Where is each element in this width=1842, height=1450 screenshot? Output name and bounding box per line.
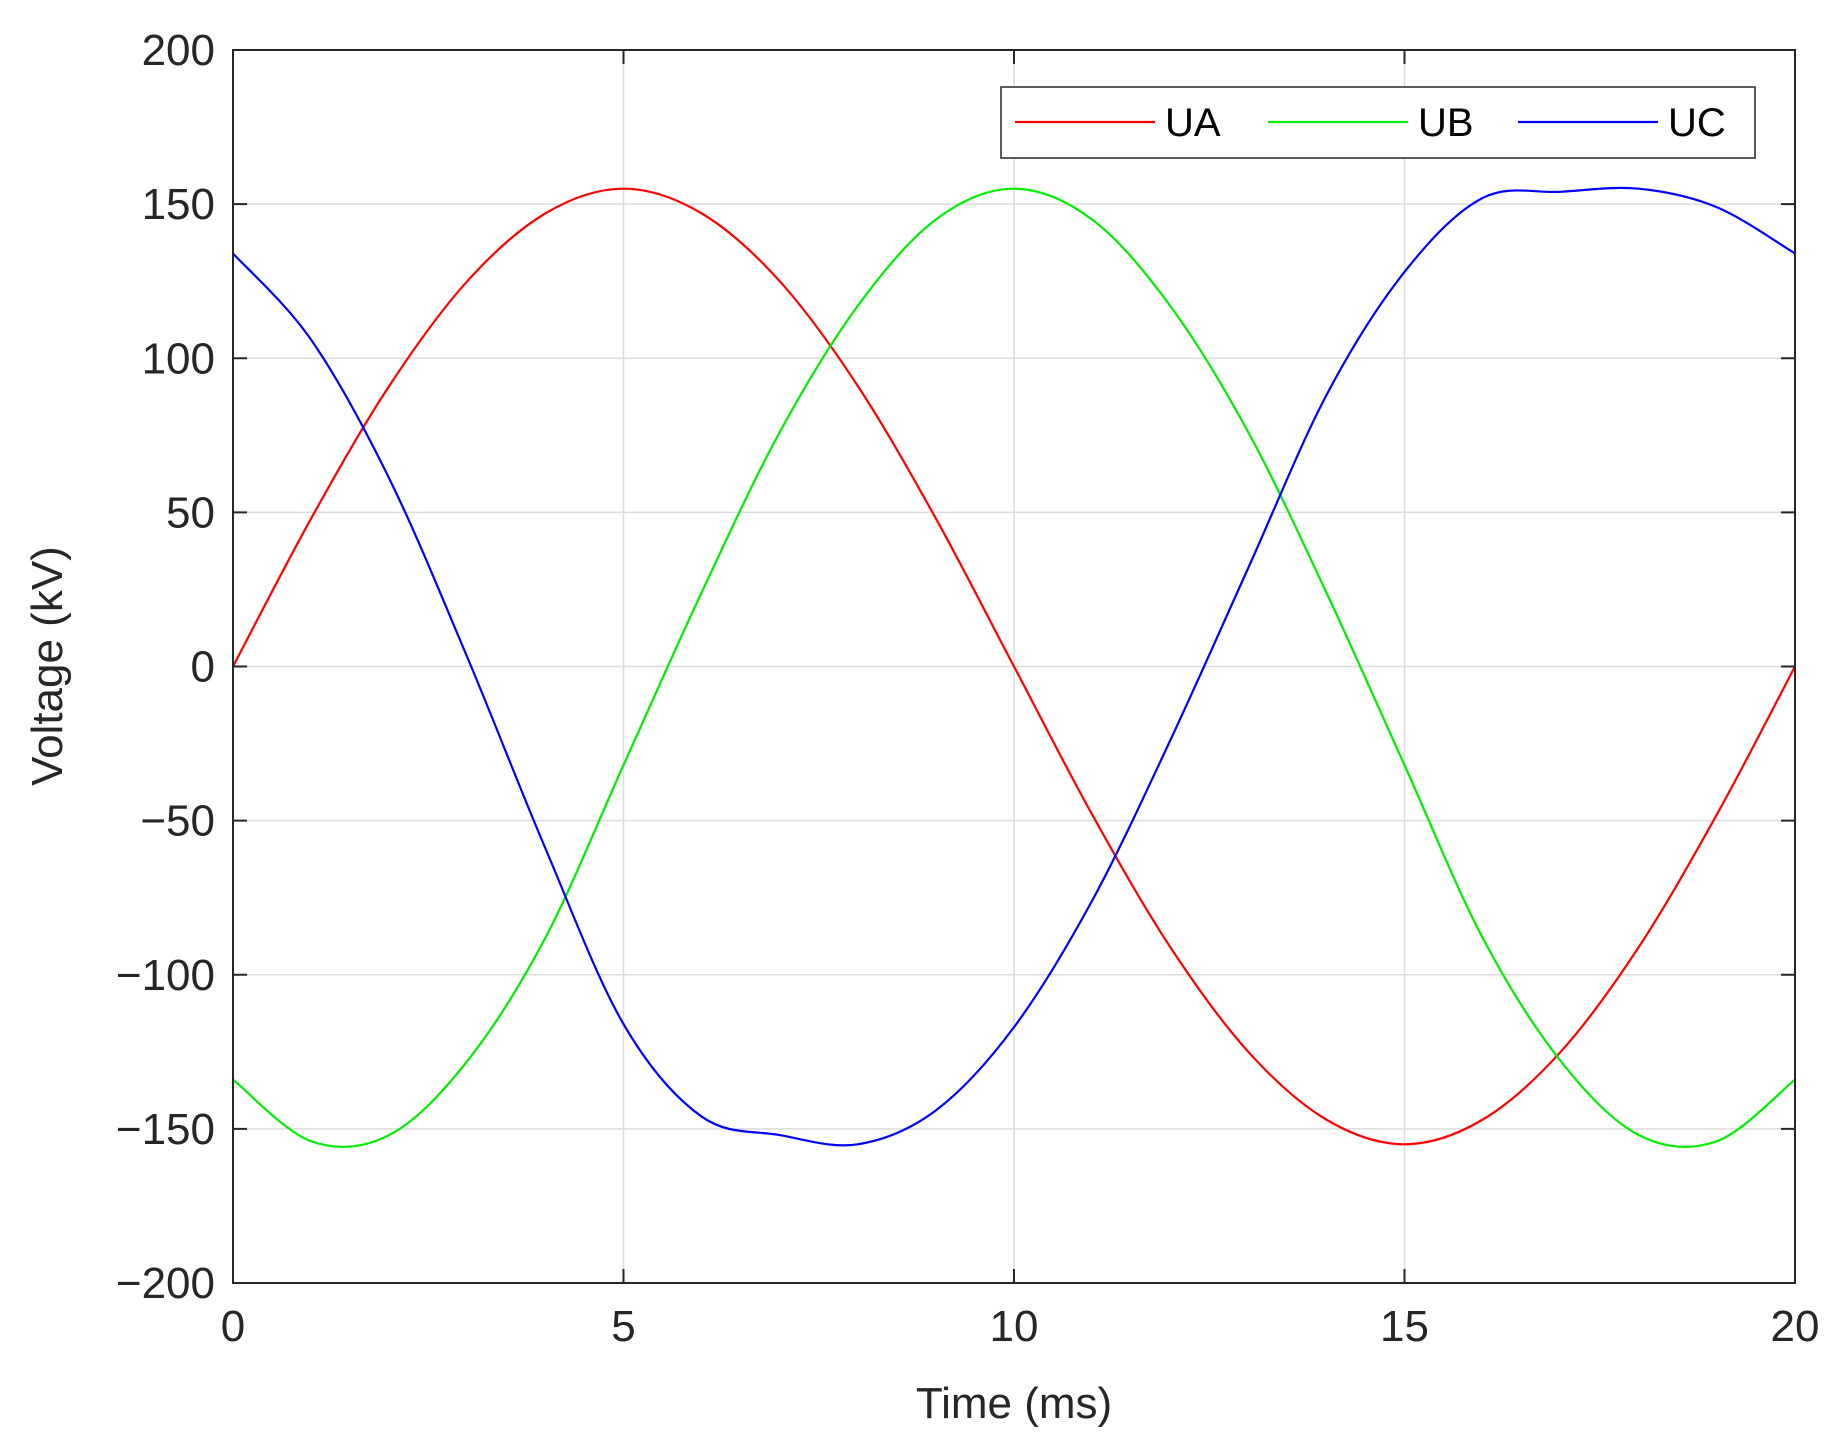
legend-label-uc: UC [1668,101,1726,145]
series-lines [232,186,1796,1148]
y-tick-labels: 200 150 100 50 0 −50 −100 −150 −200 [116,26,215,1308]
y-tick-label: −200 [116,1259,215,1308]
y-tick-label: 0 [191,643,215,692]
x-tick-label: 10 [990,1302,1039,1351]
y-tick-label: −150 [116,1105,215,1154]
y-tick-label: −50 [140,797,215,846]
axis-ticks [232,49,1796,1284]
y-tick-label: 200 [142,26,215,75]
series-line-ub [232,187,1796,1148]
legend-label-ua: UA [1165,101,1221,145]
legend: UA UB UC [1000,86,1756,159]
x-tick-labels: 0 5 10 15 20 [221,1302,1820,1351]
y-tick-label: −100 [116,951,215,1000]
series-line-uc [232,186,1796,1147]
legend-label-ub: UB [1418,101,1474,145]
y-axis-label: Voltage (kV) [23,546,72,786]
y-tick-label: 100 [142,334,215,383]
x-axis-label: Time (ms) [916,1379,1112,1428]
x-tick-label: 0 [221,1302,245,1351]
x-tick-label: 5 [611,1302,635,1351]
y-tick-label: 150 [142,180,215,229]
x-tick-label: 20 [1771,1302,1820,1351]
series-line-ua [232,187,1796,1146]
legend-items: UA UB UC [1015,101,1726,145]
grid-lines [233,50,1795,1283]
y-tick-label: 50 [166,488,215,537]
x-tick-label: 15 [1380,1302,1429,1351]
